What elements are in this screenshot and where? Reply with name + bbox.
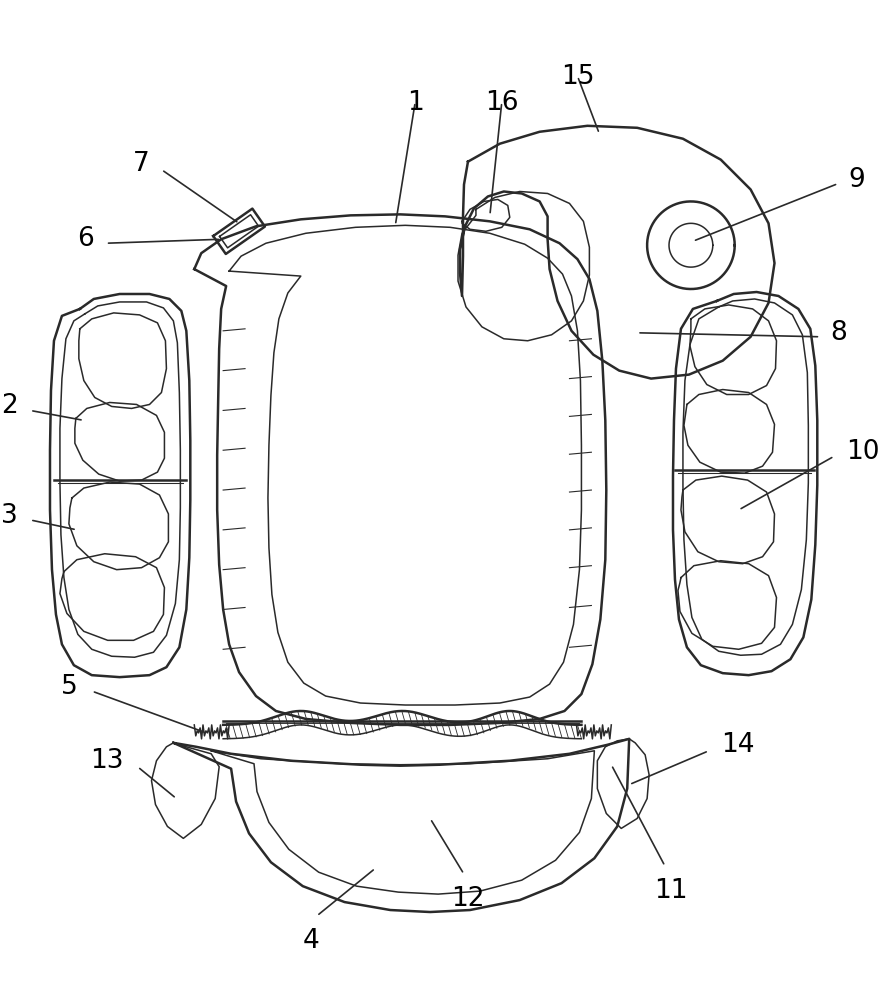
Text: 8: 8	[830, 320, 847, 346]
Text: 1: 1	[407, 90, 424, 116]
Text: 7: 7	[133, 151, 150, 177]
Text: 5: 5	[61, 674, 78, 700]
Text: 15: 15	[561, 64, 595, 90]
Text: 10: 10	[846, 439, 880, 465]
Text: 9: 9	[848, 167, 865, 193]
Text: 6: 6	[77, 226, 94, 252]
Text: 13: 13	[90, 748, 124, 774]
Text: 14: 14	[720, 732, 754, 758]
Text: 3: 3	[2, 503, 18, 529]
Text: 4: 4	[302, 928, 319, 954]
Text: 16: 16	[485, 90, 518, 116]
Text: 2: 2	[2, 393, 18, 419]
Text: 12: 12	[451, 886, 485, 912]
Text: 11: 11	[654, 878, 688, 904]
